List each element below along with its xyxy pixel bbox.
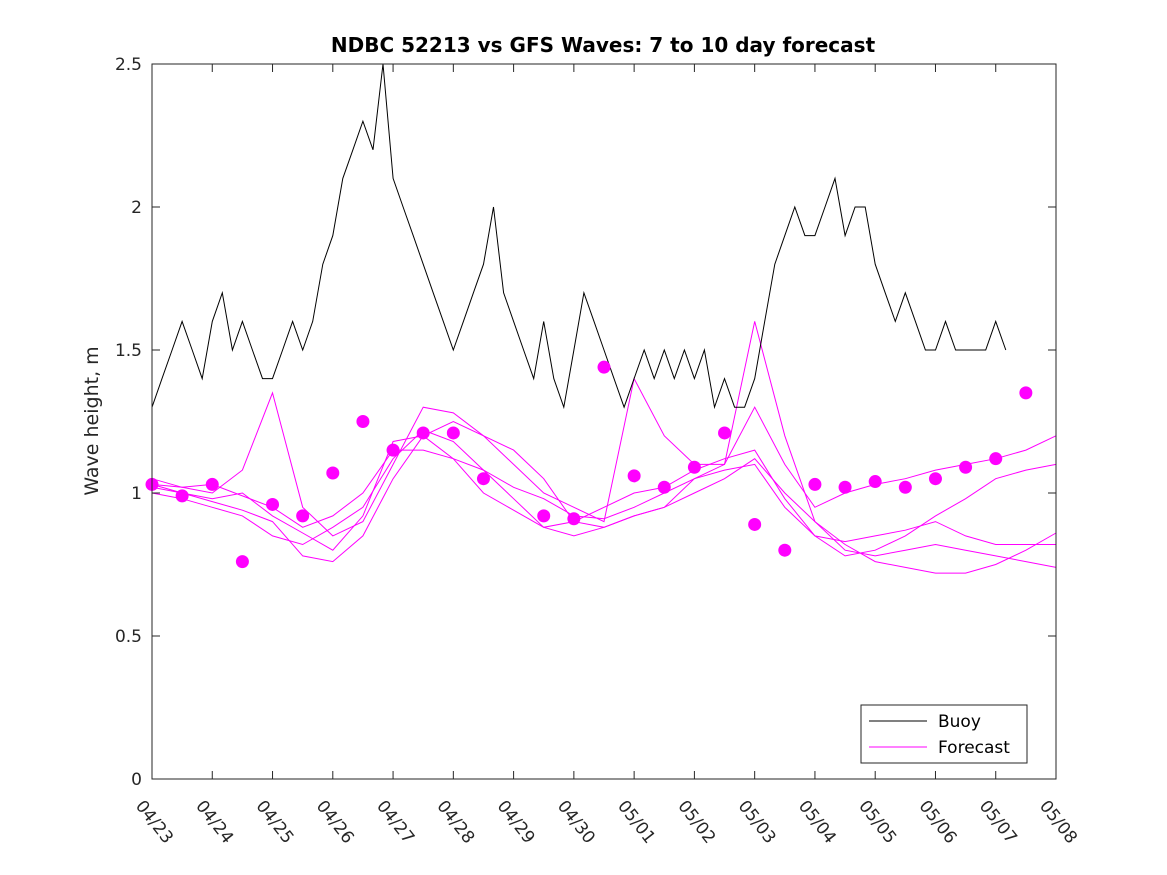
forecast-marker	[597, 360, 611, 374]
y-axis: 0 0.5 1 1.5 2 2.5	[115, 55, 1056, 790]
forecast-marker	[657, 480, 671, 494]
forecast-marker	[868, 475, 882, 489]
forecast-marker	[959, 460, 973, 474]
axes-box	[151, 63, 1057, 780]
forecast-marker	[537, 509, 551, 523]
forecast-marker	[446, 426, 460, 440]
legend-buoy-label: Buoy	[938, 712, 981, 732]
forecast-marker	[356, 415, 370, 428]
forecast-marker	[296, 509, 310, 523]
y-axis-label: Wave height, m	[81, 346, 103, 495]
forecast-marker	[627, 469, 641, 483]
legend: Buoy Forecast	[860, 704, 1028, 764]
forecast-marker	[748, 517, 762, 531]
forecast-marker	[266, 497, 280, 511]
forecast-marker	[989, 452, 1003, 466]
forecast-line	[151, 435, 1057, 557]
forecast-marker	[205, 477, 219, 491]
forecast-marker	[778, 543, 792, 557]
forecast-marker	[928, 472, 942, 486]
forecast-marker	[386, 443, 400, 457]
y-tick-label: 2	[131, 198, 142, 218]
forecast-marker	[898, 480, 912, 494]
forecast-marker	[1019, 386, 1033, 400]
forecast-marker	[476, 472, 490, 486]
forecast-marker	[687, 460, 701, 474]
plot-area	[152, 64, 1056, 779]
forecast-marker	[175, 489, 189, 503]
legend-forecast-label: Forecast	[938, 738, 1010, 758]
forecast-series-group	[151, 321, 1057, 574]
forecast-marker	[838, 480, 852, 494]
forecast-marker	[567, 512, 581, 526]
forecast-marker	[718, 426, 732, 440]
buoy-series-group	[151, 63, 1007, 410]
forecast-marker	[235, 555, 249, 569]
y-tick-label: 1	[131, 484, 142, 504]
forecast-marker	[326, 466, 340, 480]
forecast-line	[151, 429, 1057, 574]
chart-title: NDBC 52213 vs GFS Waves: 7 to 10 day for…	[331, 33, 876, 57]
y-tick-label: 2.5	[115, 55, 142, 75]
buoy-line	[151, 63, 1007, 410]
forecast-line	[151, 321, 1057, 568]
y-tick-label: 0.5	[115, 627, 142, 647]
y-tick-label: 0	[131, 770, 142, 790]
forecast-line	[151, 449, 1056, 545]
y-tick-label: 1.5	[115, 341, 142, 361]
forecast-marker-group	[145, 360, 1033, 569]
legend-box	[860, 704, 1028, 764]
forecast-marker	[416, 426, 430, 440]
forecast-marker	[808, 477, 822, 491]
